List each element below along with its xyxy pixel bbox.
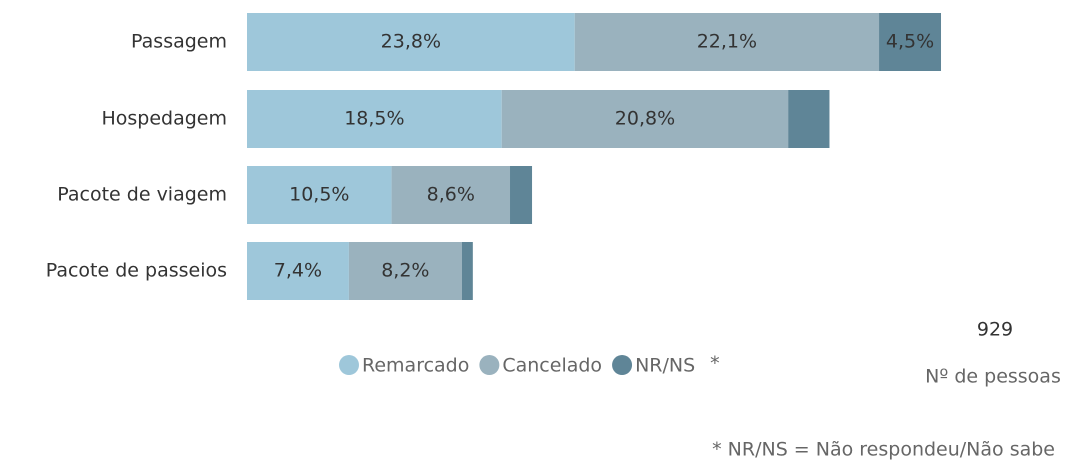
data-label: 22,1% [697,31,757,53]
bar-segment [879,13,942,71]
bar-segment [247,90,502,148]
data-label: 8,6% [427,184,475,206]
data-label: 7,4% [274,260,322,282]
footnote: * NR/NS = Não respondeu/Não sabe [712,439,1055,460]
data-label: 10,5% [289,184,349,206]
bar-segment [391,166,511,224]
legend-swatch [339,355,359,375]
legend-label: Cancelado [502,355,602,377]
category-label: Passagem [131,31,227,53]
legend-label: Remarcado [362,355,469,377]
bar-segment [788,90,830,148]
category-label: Pacote de viagem [57,184,227,206]
bar-segment [247,13,575,71]
sample-label: Nº de pessoas [925,366,1061,388]
bar-segment [501,90,789,148]
bar-segment [247,242,349,300]
category-label: Hospedagem [101,108,227,130]
bar-segment [574,13,880,71]
bar-segment [247,166,392,224]
bar-segment [348,242,462,300]
legend-label: NR/NS [635,355,695,377]
legend-note: * [710,353,720,375]
data-label: 23,8% [381,31,441,53]
legend-swatch [612,355,633,375]
data-label: 18,5% [344,108,404,130]
category-label: Pacote de passeios [46,260,227,282]
data-label: 4,5% [886,31,934,53]
bar-segment [461,242,473,300]
sample-size: 929 [977,319,1013,341]
data-label: 20,8% [615,108,675,130]
legend-swatch [479,355,500,375]
bar-segment [510,166,533,224]
data-label: 8,2% [381,260,429,282]
